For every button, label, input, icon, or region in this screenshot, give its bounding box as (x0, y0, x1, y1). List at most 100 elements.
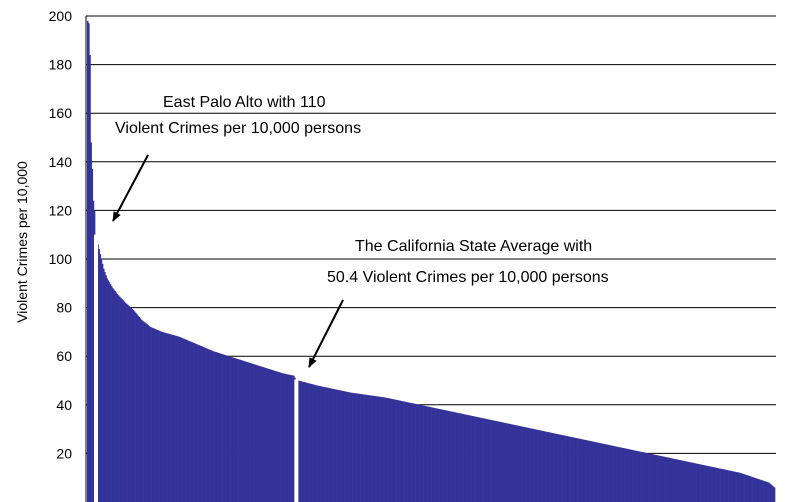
bar (346, 391, 349, 502)
bar (140, 319, 143, 502)
bar (180, 337, 183, 502)
bar (249, 363, 252, 502)
bar (696, 463, 698, 502)
bar (668, 457, 671, 502)
bar (141, 320, 144, 502)
bar (115, 292, 118, 502)
bar (617, 446, 619, 502)
bar (365, 394, 367, 502)
bar (124, 302, 127, 502)
bar (88, 23, 90, 502)
bar (271, 369, 273, 502)
bar (623, 448, 626, 502)
bar (408, 402, 411, 502)
bar (135, 312, 137, 502)
bar (278, 372, 280, 502)
bar (768, 482, 770, 502)
bar (384, 397, 387, 502)
bar (570, 436, 572, 502)
bar (560, 434, 563, 502)
bar (390, 398, 392, 502)
bar (349, 392, 351, 502)
bar (647, 453, 650, 502)
y-tick-label: 180 (49, 57, 73, 73)
bar (228, 356, 231, 502)
bar (587, 440, 589, 502)
bar (155, 329, 158, 502)
bar (162, 332, 165, 502)
bar (675, 459, 677, 502)
bar (597, 442, 600, 502)
bar (267, 368, 270, 502)
bar (257, 365, 260, 502)
bar (255, 364, 257, 502)
bar (232, 357, 234, 502)
bar (325, 387, 327, 502)
bar (559, 434, 562, 502)
bar (610, 445, 612, 502)
bar (247, 362, 249, 502)
bar (518, 425, 521, 502)
bar (286, 374, 288, 502)
bar (572, 437, 574, 502)
bar (574, 437, 577, 502)
bar (100, 259, 103, 502)
bar (394, 399, 397, 502)
bar (445, 410, 447, 502)
bar (185, 339, 187, 502)
bar (589, 441, 592, 502)
bar (504, 423, 507, 502)
y-tick-label: 200 (49, 8, 73, 24)
bar (764, 481, 767, 502)
bar (101, 263, 104, 502)
bar (297, 380, 300, 502)
bar (139, 318, 142, 502)
bar (175, 335, 177, 502)
bar (417, 404, 420, 502)
bar (223, 354, 225, 502)
bar (160, 331, 162, 502)
bar (471, 415, 474, 502)
bar (378, 396, 381, 502)
bar (441, 409, 444, 502)
bar (183, 338, 185, 502)
bar (315, 385, 318, 502)
bar (154, 328, 157, 502)
bar (231, 357, 233, 502)
bar (457, 413, 460, 502)
bar (353, 393, 356, 502)
bar (305, 382, 308, 502)
bar (192, 342, 194, 502)
bar (128, 305, 130, 502)
bar (595, 442, 597, 502)
bar (382, 397, 384, 502)
bar (631, 450, 634, 502)
bar (636, 450, 638, 502)
bar (218, 353, 221, 502)
bar (301, 381, 303, 502)
bar (348, 392, 350, 502)
bar (452, 411, 454, 502)
bar (129, 306, 131, 502)
bar (641, 451, 643, 502)
bar (392, 399, 395, 502)
bar (633, 450, 635, 502)
bar (137, 315, 139, 502)
bar (432, 407, 435, 502)
bar (105, 275, 107, 502)
bar (754, 477, 756, 502)
bar (481, 418, 484, 502)
bar (143, 321, 145, 502)
bar (266, 368, 269, 502)
bar (690, 462, 692, 502)
bar (359, 393, 361, 502)
bar (590, 441, 593, 502)
bar (659, 455, 661, 502)
bar (397, 400, 399, 502)
bar (412, 403, 414, 502)
bar (467, 415, 469, 502)
bar (406, 402, 408, 502)
bar (191, 342, 193, 502)
bar (125, 303, 128, 502)
bar (422, 405, 424, 502)
